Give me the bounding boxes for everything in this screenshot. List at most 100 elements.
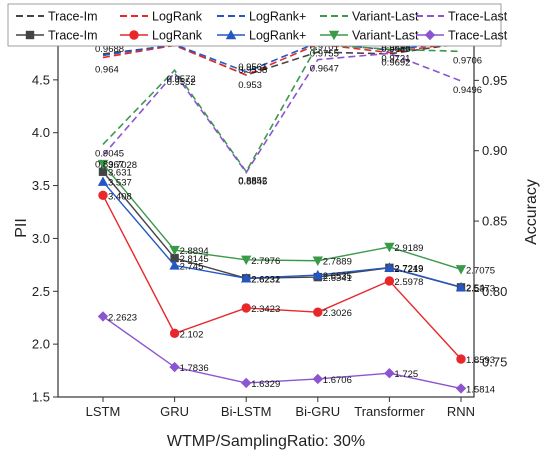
pii-data-label: 2.6231 xyxy=(251,274,280,285)
pii-data-label: 2.6341 xyxy=(323,273,352,284)
pii-data-label: 2.7889 xyxy=(323,257,352,268)
pii-data-label: 2.6535 xyxy=(323,271,352,282)
pii-point-logrank+ xyxy=(455,281,467,292)
pii-point-trace-last xyxy=(97,311,109,322)
pii-data-label: 3.631 xyxy=(108,168,132,179)
pii-data-label: 3.537 xyxy=(108,178,132,189)
right-axis: 0.75 0.80 0.85 0.90 0.95 xyxy=(474,73,507,369)
pii-point-logrank xyxy=(456,354,466,364)
right-tick-label: 0.75 xyxy=(482,354,507,369)
right-tick-label: 0.80 xyxy=(482,284,507,299)
pii-point-variant-last xyxy=(169,245,180,256)
legend-top-entry: Trace-Last xyxy=(448,10,508,24)
pii-data-label: 2.7219 xyxy=(394,264,423,275)
legend-bottom-entry: Trace-Im xyxy=(48,29,98,43)
pii-data-label: 1.725 xyxy=(394,369,418,380)
left-tick-label: 1.5 xyxy=(32,390,50,405)
pii-point-logrank xyxy=(241,303,251,313)
left-tick-label: 2.5 xyxy=(32,284,50,299)
pii-point-logrank+ xyxy=(312,269,323,280)
x-tick-label: Bi-GRU xyxy=(295,404,340,419)
pii-data-label: 2.102 xyxy=(180,329,204,340)
accuracy-data-label: 0.9572 xyxy=(167,74,196,85)
legend-bottom-marker xyxy=(328,30,340,41)
pii-point-logrank xyxy=(384,276,395,286)
pii-point-trace-last xyxy=(384,368,395,379)
pii-data-label: 2.745 xyxy=(180,261,204,272)
x-axis-label: WTMP/SamplingRatio: 30% xyxy=(167,433,365,450)
pii-point-logrank+ xyxy=(97,176,109,186)
accuracy-data-label: 0.9496 xyxy=(453,85,482,96)
pii-point-logrank+ xyxy=(169,260,180,270)
accuracy-data-label: 0.953 xyxy=(238,80,262,91)
pii-point-logrank xyxy=(313,307,323,317)
pii-data-label: 2.8145 xyxy=(180,254,209,265)
pii-lines xyxy=(97,159,467,394)
legend-top-entry: LogRank+ xyxy=(249,10,306,24)
pii-line-logrank+ xyxy=(102,181,462,288)
right-tick-label: 0.85 xyxy=(482,214,507,229)
pii-data-label: 2.7249 xyxy=(394,264,423,275)
accuracy-data-label: 0.9647 xyxy=(310,64,339,75)
accuracy-data-label: 0.8967 xyxy=(95,159,124,170)
left-axis: 1.52.02.53.03.54.04.55.0 xyxy=(32,20,58,405)
pii-data-label: 2.3423 xyxy=(251,304,280,315)
pii-data-label: 2.5373 xyxy=(466,283,495,294)
pii-data-label: 2.3026 xyxy=(323,308,352,319)
pii-data-label: 2.9189 xyxy=(394,243,423,254)
left-tick-label: 2.0 xyxy=(32,337,50,352)
pii-line-trace-last xyxy=(102,315,462,390)
legend-bottom-marker xyxy=(225,29,237,40)
pii-data-label: 2.54 xyxy=(466,283,485,294)
pii-point-variant-last xyxy=(455,265,467,275)
y-axis-right-label: Accuracy xyxy=(523,179,540,245)
accuracy-line-logrank xyxy=(102,41,462,76)
x-tick-label: LSTM xyxy=(86,404,121,419)
accuracy-data-label: 0.9701 xyxy=(310,42,339,53)
pii-data-label: 1.6706 xyxy=(323,375,352,386)
pii-point-variant-last xyxy=(312,256,323,266)
y-axis-left-label: PII xyxy=(13,218,30,238)
accuracy-data-label: 0.964 xyxy=(95,65,119,76)
pii-data-label: 3.408 xyxy=(108,191,132,202)
pii-point-trace-last xyxy=(169,361,180,373)
legend-bottom-entry: Variant-Last xyxy=(352,29,419,43)
pii-point-logrank xyxy=(98,190,108,200)
accuracy-data-label: 0.9538 xyxy=(238,65,267,76)
legend-top-entry: Variant-Last xyxy=(352,10,419,24)
pii-point-trace-last xyxy=(455,383,467,394)
accuracy-data-label: 0.8852 xyxy=(238,176,267,187)
legend-box xyxy=(7,3,502,47)
left-tick-label: 4.0 xyxy=(32,125,50,140)
accuracy-data-label: 0.8845 xyxy=(238,177,267,188)
legend: Trace-Im LogRank LogRank+ Variant-Last Trace… xyxy=(7,3,508,47)
legend-bottom-entry: LogRank+ xyxy=(249,29,306,43)
right-tick-label: 0.90 xyxy=(482,143,507,158)
legend-bottom-marker xyxy=(129,30,139,40)
left-tick-label: 4.5 xyxy=(32,72,50,87)
pii-line-logrank xyxy=(102,194,462,360)
pii-point-variant-last xyxy=(241,255,252,266)
pii-data-label: 2.5978 xyxy=(394,277,423,288)
accuracy-data-label: 0.9561 xyxy=(238,62,267,73)
pii-point-trace-im xyxy=(170,253,179,263)
accuracy-line-variant-last xyxy=(102,43,462,174)
pii-point-trace-last xyxy=(312,373,323,385)
pii-data-label: 2.6232 xyxy=(251,274,280,285)
pii-point-trace-im xyxy=(98,167,108,176)
pii-point-variant-last xyxy=(97,159,109,170)
pii-point-trace-last xyxy=(241,377,252,389)
legend-top-entry: LogRank xyxy=(152,10,203,24)
x-tick-label: RNN xyxy=(447,404,475,419)
legend-bottom-marker xyxy=(25,30,35,40)
left-tick-label: 3.5 xyxy=(32,178,50,193)
pii-point-logrank xyxy=(169,328,180,339)
accuracy-data-label: 0.9045 xyxy=(95,148,124,159)
pii-data-label: 1.7836 xyxy=(180,363,209,374)
accuracy-data-label: 0.9698 xyxy=(381,42,410,53)
pii-data-label: 2.2623 xyxy=(108,312,137,323)
x-axis: LSTM GRU Bi-LSTM Bi-GRU Transformer RNN xyxy=(86,397,475,419)
accuracy-data-label: 0.9755 xyxy=(310,48,339,59)
pii-line-variant-last xyxy=(102,163,462,271)
